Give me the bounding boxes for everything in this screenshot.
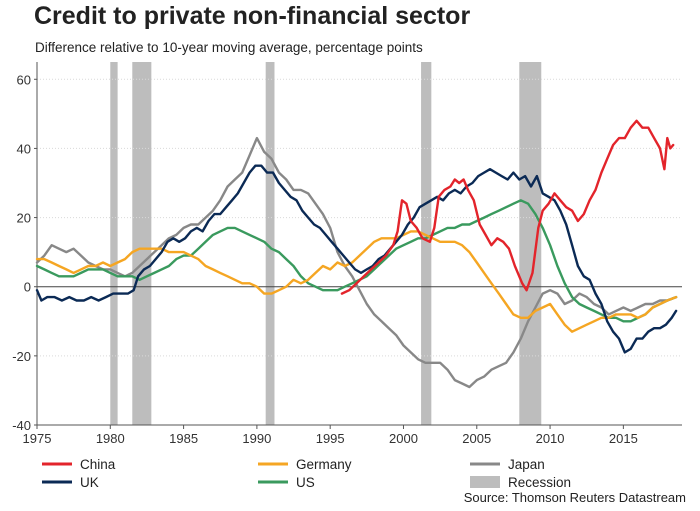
x-tick-label: 1990 — [242, 431, 271, 446]
x-tick-label: 1980 — [96, 431, 125, 446]
x-tick-label: 2000 — [389, 431, 418, 446]
x-tick-label: 1995 — [316, 431, 345, 446]
y-tick-label: 0 — [24, 280, 31, 295]
series-line-china — [340, 119, 675, 295]
recession-band-3 — [421, 62, 432, 425]
legend-label-germany: Germany — [296, 457, 352, 472]
y-tick-label: -20 — [12, 349, 31, 364]
x-tick-label: 2015 — [609, 431, 638, 446]
x-tick-label: 1985 — [169, 431, 198, 446]
y-tick-label: 40 — [17, 141, 31, 156]
recession-band-2 — [265, 62, 275, 425]
series-line-germany — [35, 230, 678, 333]
series-line-us — [35, 199, 678, 323]
legend-label-uk: UK — [80, 475, 99, 490]
recession-band-4 — [519, 62, 542, 425]
legend-label-japan: Japan — [508, 457, 545, 472]
legend-label-china: China — [80, 457, 116, 472]
legend-label-us: US — [296, 475, 315, 490]
recession-band-1 — [132, 62, 152, 425]
recession-band-0 — [110, 62, 118, 425]
x-tick-label: 2005 — [462, 431, 491, 446]
source-note: Source: Thomson Reuters Datastream — [463, 490, 686, 505]
legend-swatch-recession — [470, 476, 500, 488]
chart-subtitle: Difference relative to 10-year moving av… — [35, 40, 423, 55]
x-tick-label: 2010 — [536, 431, 565, 446]
x-tick-label: 1975 — [23, 431, 52, 446]
legend-label-recession: Recession — [508, 475, 571, 490]
y-tick-label: -40 — [12, 418, 31, 433]
y-tick-label: 60 — [17, 72, 31, 87]
series-line-uk — [35, 164, 678, 354]
y-tick-label: 20 — [17, 211, 31, 226]
chart-title: Credit to private non-financial sector — [34, 2, 471, 30]
